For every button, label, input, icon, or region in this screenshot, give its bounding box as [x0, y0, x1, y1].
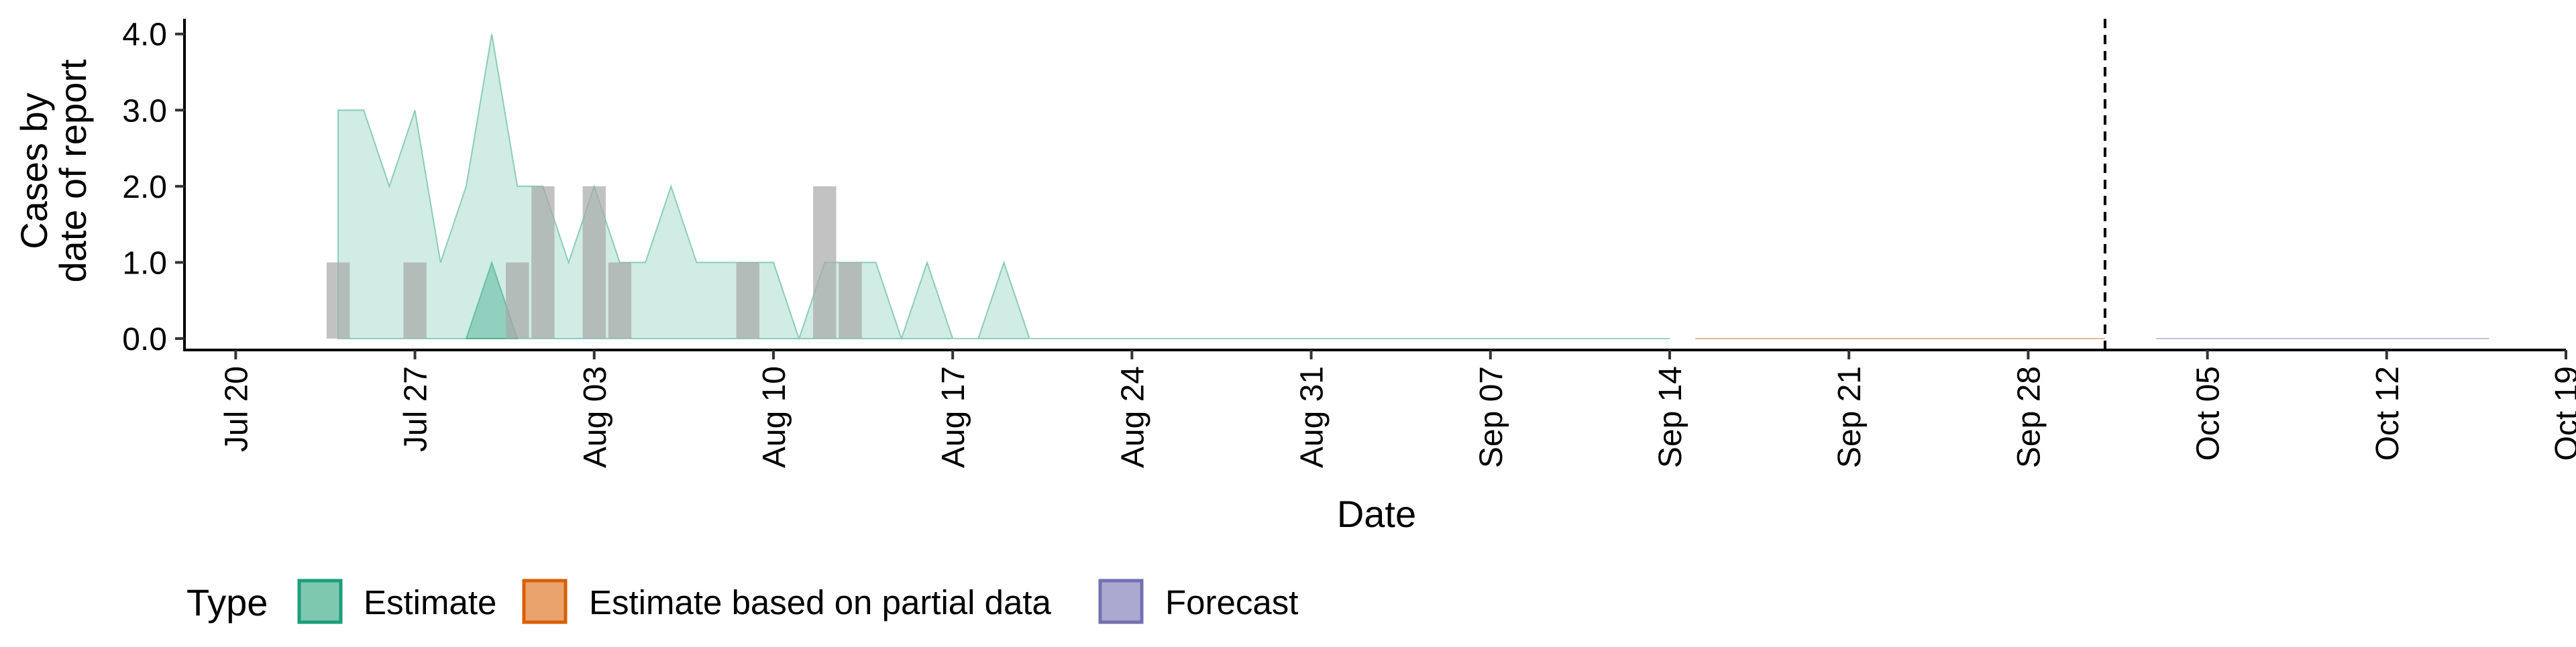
- legend-label-estimate-partial: Estimate based on partial data: [589, 583, 1052, 622]
- reported-case-bar-1: [403, 262, 427, 339]
- legend-key-estimate-partial: [522, 579, 568, 624]
- band-outer-0: [337, 34, 1670, 341]
- x-tick-label-13: Oct 19: [2549, 366, 2576, 461]
- legend-key-estimate: [297, 579, 343, 624]
- x-tick-label-6: Aug 31: [1295, 366, 1330, 468]
- x-tick-label-9: Sep 21: [1832, 366, 1868, 468]
- x-tick-label-1: Jul 27: [398, 366, 434, 452]
- y-axis-label-line-2: date of report: [52, 59, 94, 283]
- x-tick-label-3: Aug 10: [757, 366, 792, 468]
- legend: Type Estimate Estimate based on partial …: [186, 579, 1298, 624]
- x-tick-label-11: Oct 05: [2191, 366, 2226, 461]
- y-axis-label-line-1: Cases by: [13, 93, 55, 249]
- legend-title: Type: [186, 581, 268, 624]
- x-ticks-layer: Jul 20 Jul 27 Aug 03 Aug 10 Aug 17 Aug 24 Aug …: [219, 350, 2576, 468]
- x-tick-label-5: Aug 24: [1115, 366, 1150, 468]
- x-tick-label-2: Aug 03: [578, 366, 613, 468]
- y-tick-label-3: 3.0: [122, 93, 167, 129]
- x-tick-label-12: Oct 12: [2370, 366, 2406, 461]
- reported-case-bar-2: [506, 262, 529, 339]
- reported-case-bar-4: [582, 186, 606, 339]
- x-tick-label-10: Sep 28: [2011, 366, 2047, 468]
- legend-label-estimate: Estimate: [364, 583, 496, 622]
- y-tick-label-2: 2.0: [122, 170, 167, 205]
- x-tick-label-8: Sep 14: [1653, 366, 1688, 468]
- reported-case-bar-7: [813, 186, 837, 339]
- y-tick-label-4: 4.0: [122, 17, 167, 53]
- y-ticks-layer: 0.0 1.0 2.0 3.0 4.0: [122, 17, 184, 357]
- reported-case-bar-6: [736, 262, 759, 339]
- y-tick-label-0: 0.0: [122, 322, 167, 357]
- legend-key-forecast: [1098, 579, 1144, 624]
- y-tick-label-1: 1.0: [122, 245, 167, 281]
- reported-case-bar-8: [839, 262, 862, 339]
- reported-bars-layer: [326, 186, 862, 339]
- x-axis-label: Date: [1337, 493, 1416, 535]
- reported-case-bar-0: [326, 262, 350, 339]
- reported-case-bar-5: [608, 262, 632, 339]
- bands-layer: [337, 34, 2489, 341]
- reported-case-bar-3: [531, 186, 555, 339]
- legend-label-forecast: Forecast: [1165, 583, 1298, 622]
- x-tick-label-7: Sep 07: [1474, 366, 1509, 468]
- x-tick-label-0: Jul 20: [219, 366, 254, 452]
- x-tick-label-4: Aug 17: [936, 366, 971, 468]
